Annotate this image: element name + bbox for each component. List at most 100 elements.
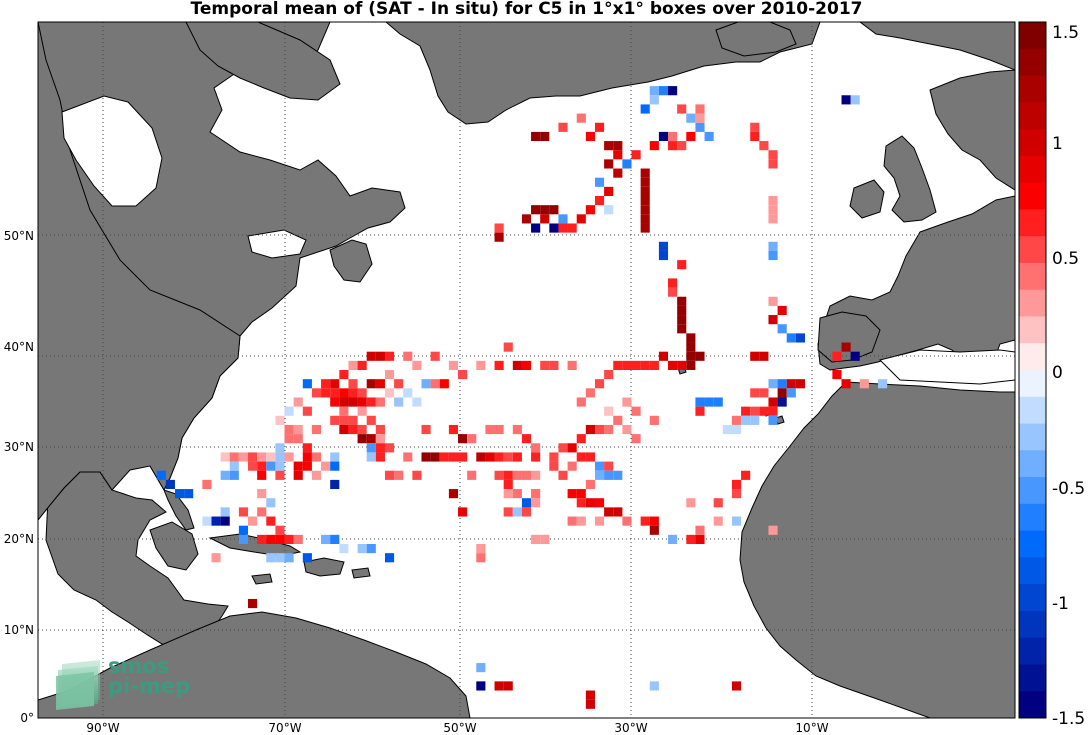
data-cell: [668, 278, 678, 288]
data-cell: [850, 351, 860, 361]
colorbar-labels: 1.5 1 0.5 0 -0.5 -1 -1.5: [1052, 23, 1085, 729]
data-cell: [302, 461, 312, 471]
colorbar-segment: [1019, 75, 1046, 103]
data-cell: [521, 214, 532, 224]
colorbar-tick-label: 1.5: [1052, 23, 1079, 43]
colorbar-segment: [1019, 262, 1046, 291]
data-cell: [366, 351, 376, 361]
data-cell: [668, 534, 678, 544]
data-cell: [540, 534, 550, 544]
data-cell: [576, 397, 586, 407]
data-cell: [768, 296, 778, 306]
data-cell: [540, 131, 550, 142]
data-cell: [321, 461, 331, 471]
data-cell: [640, 186, 650, 196]
logo-line-1: smos: [108, 654, 170, 678]
data-cell: [677, 104, 687, 114]
data-cell: [576, 516, 586, 526]
data-cell: [384, 388, 395, 398]
data-cell: [311, 470, 322, 480]
data-cell: [439, 452, 449, 462]
data-cell: [549, 223, 559, 233]
data-cell: [549, 452, 559, 462]
data-cell: [330, 388, 340, 398]
data-cell: [220, 507, 230, 517]
data-cell: [284, 534, 294, 544]
data-cell: [677, 305, 687, 316]
data-cell: [284, 406, 294, 416]
colorbar-segment: [1019, 664, 1046, 692]
data-cell: [686, 498, 696, 508]
data-cell: [832, 351, 842, 361]
lon-label: 90°W: [86, 721, 119, 735]
colorbar-segment: [1019, 370, 1046, 398]
colorbar-segment: [1019, 48, 1046, 77]
colorbar-segment: [1019, 503, 1046, 532]
data-cell: [384, 351, 395, 361]
data-cell: [768, 205, 778, 215]
data-cell: [686, 342, 696, 352]
data-cell: [558, 122, 568, 132]
data-cell: [458, 434, 468, 444]
colorbar-segment: [1019, 22, 1046, 50]
data-cell: [293, 434, 303, 444]
data-cell: [357, 406, 367, 416]
data-cell: [768, 241, 778, 251]
data-cell: [640, 196, 650, 206]
data-cell: [768, 150, 778, 160]
data-cell: [476, 553, 486, 563]
data-cell: [275, 525, 285, 535]
data-cell: [777, 324, 787, 334]
data-cell: [731, 479, 742, 490]
data-cell: [594, 498, 605, 508]
data-cell: [503, 342, 513, 352]
data-cell: [211, 516, 221, 526]
data-cell: [375, 379, 385, 389]
colorbar-tick-label: 0.5: [1052, 249, 1079, 269]
data-cell: [494, 223, 504, 233]
data-cell: [686, 113, 696, 123]
data-cell: [266, 452, 276, 462]
newfoundland: [329, 239, 373, 283]
data-cell: [567, 360, 577, 370]
data-cell: [695, 104, 705, 114]
colorbar-segment: [1019, 316, 1046, 344]
data-cell: [421, 379, 431, 389]
data-cell: [448, 489, 459, 499]
data-cell: [695, 406, 705, 416]
data-cell: [257, 470, 267, 480]
gulf-st-lawrence: [247, 229, 307, 259]
data-cell: [321, 388, 331, 398]
colorbar-tick-label: -0.5: [1052, 479, 1085, 499]
data-cell: [229, 452, 239, 462]
data-cell: [302, 553, 312, 563]
data-cell: [266, 553, 276, 563]
yucatan: [149, 521, 199, 571]
data-cell: [366, 397, 376, 407]
data-cell: [576, 489, 586, 499]
data-cell: [375, 434, 385, 444]
data-cell: [604, 424, 614, 435]
data-cell: [640, 516, 650, 526]
data-cell: [658, 250, 669, 261]
data-cell: [512, 424, 522, 435]
colorbar-segment: [1019, 129, 1046, 157]
data-cell: [786, 379, 796, 389]
data-cell: [731, 489, 742, 499]
data-cell: [759, 388, 769, 398]
cuba: [208, 533, 302, 557]
data-cell: [677, 315, 687, 325]
data-cell: [503, 479, 513, 490]
data-cell: [339, 544, 349, 554]
data-cell: [266, 516, 276, 526]
data-cell: [284, 424, 294, 435]
data-cell: [594, 424, 605, 435]
puerto-rico: [351, 567, 371, 579]
data-cell: [257, 534, 267, 544]
data-cell: [558, 214, 568, 224]
data-cell: [604, 159, 614, 169]
data-cell: [649, 516, 659, 526]
data-cell: [348, 424, 358, 435]
data-cell: [713, 516, 723, 526]
data-cell: [366, 443, 376, 453]
